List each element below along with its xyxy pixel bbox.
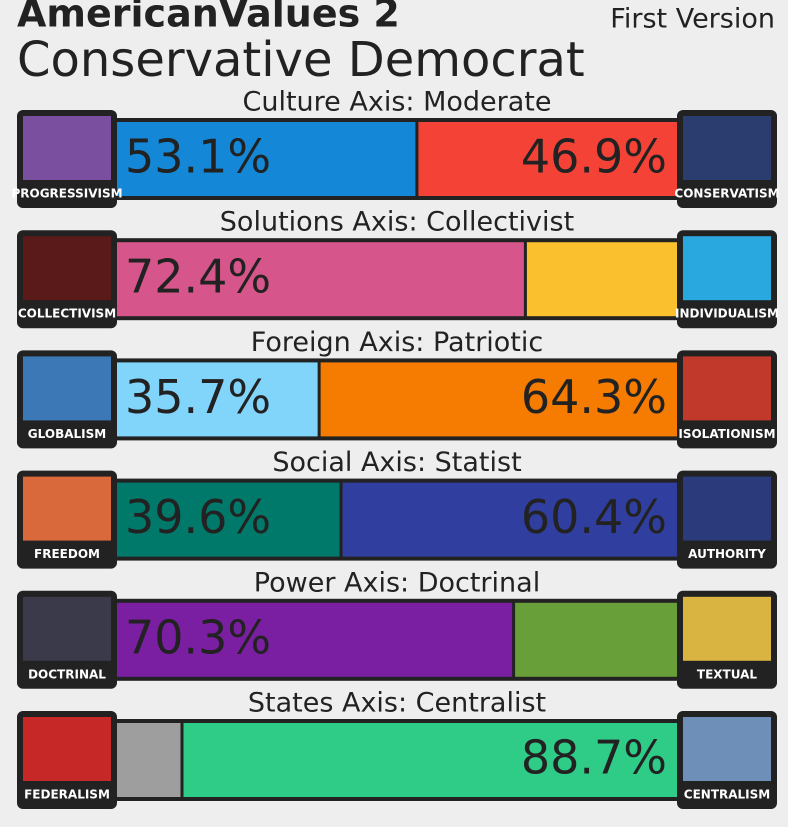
icon-label: DOCTRINAL xyxy=(28,667,106,681)
axis-title: Solutions Axis: Collectivist xyxy=(220,207,574,238)
left-value: 53.1% xyxy=(125,130,271,184)
icon-label: CONSERVATISM xyxy=(674,187,779,201)
right-bar xyxy=(320,362,679,437)
left-bar xyxy=(117,602,513,677)
icon-image xyxy=(683,717,771,781)
right-value: 88.7% xyxy=(521,731,667,785)
icon-image xyxy=(683,116,771,180)
axis-title: Culture Axis: Moderate xyxy=(243,87,552,118)
right-bar xyxy=(342,482,679,557)
icon-label: TEXTUAL xyxy=(697,667,757,681)
icon-image xyxy=(23,116,111,180)
left-value: 35.7% xyxy=(125,370,271,424)
icon-image xyxy=(23,596,111,661)
icon-image xyxy=(23,717,111,781)
icon-label: COLLECTIVISM xyxy=(18,307,116,321)
icon-label: FREEDOM xyxy=(34,547,100,561)
right-value: 46.9% xyxy=(521,130,667,184)
right-value: 60.4% xyxy=(521,490,667,544)
icon-image xyxy=(23,236,111,301)
axis-title: Foreign Axis: Patriotic xyxy=(251,327,544,358)
icon-label: ISOLATIONISM xyxy=(678,427,775,441)
icon-image xyxy=(683,596,771,661)
left-bar xyxy=(117,723,181,797)
icon-label: CENTRALISM xyxy=(684,788,770,802)
right-value: 64.3% xyxy=(521,370,667,424)
right-bar xyxy=(526,242,679,317)
icon-label: GLOBALISM xyxy=(28,427,106,441)
left-bar xyxy=(117,482,340,557)
icon-image xyxy=(683,236,771,301)
left-value: 70.3% xyxy=(125,610,271,664)
icon-label: INDIVIDUALISM xyxy=(675,307,779,321)
left-value: 39.6% xyxy=(125,490,271,544)
axis-title: States Axis: Centralist xyxy=(248,688,546,719)
right-bar xyxy=(183,723,680,797)
icon-image xyxy=(23,476,111,541)
icon-label: PROGRESSIVISM xyxy=(11,187,122,201)
left-value: 72.4% xyxy=(125,250,271,304)
icon-label: FEDERALISM xyxy=(24,788,110,802)
icon-image xyxy=(683,356,771,421)
title: AmericanValues 2 xyxy=(17,0,400,36)
left-bar xyxy=(117,242,524,317)
version: First Version xyxy=(610,4,775,35)
icon-label: AUTHORITY xyxy=(688,547,766,561)
left-bar xyxy=(117,122,416,196)
icon-image xyxy=(23,356,111,421)
right-bar xyxy=(418,122,679,196)
left-bar xyxy=(117,362,318,437)
right-bar xyxy=(515,602,679,677)
subtitle: Conservative Democrat xyxy=(17,32,585,88)
axis-title: Power Axis: Doctrinal xyxy=(254,567,540,598)
icon-image xyxy=(683,476,771,541)
axis-title: Social Axis: Statist xyxy=(272,447,521,478)
